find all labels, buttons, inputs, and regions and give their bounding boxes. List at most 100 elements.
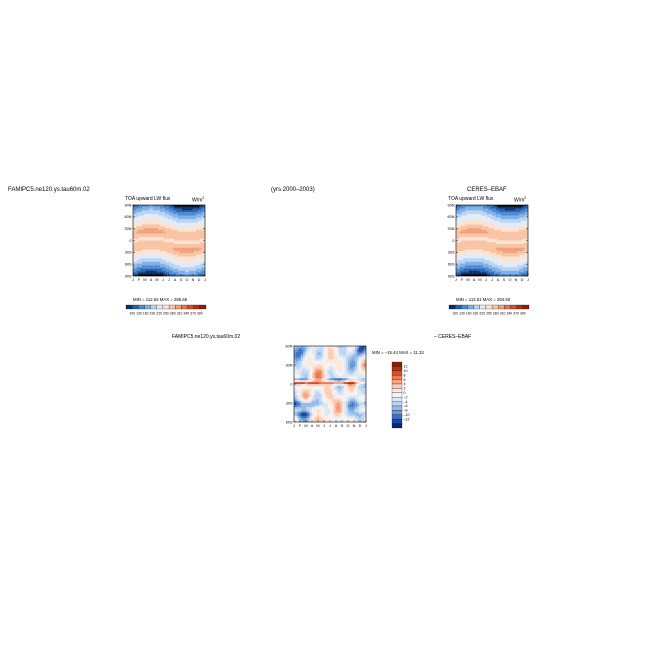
obs-cell [495,245,498,248]
model-cell [190,226,193,229]
diff-cell [313,349,316,352]
diff-cell [301,353,304,356]
obs-cell [515,260,518,262]
obs-cell [486,208,489,211]
obs-cell [456,247,458,250]
obs-cell [506,233,509,236]
diff-cell [306,349,309,352]
model-cell [158,265,161,268]
obs-cell [486,213,489,216]
obs-cell [461,252,464,255]
model-cell [145,238,148,241]
obs-cell [511,256,514,259]
model-cell [190,263,193,266]
model-cell [190,274,193,277]
obs-cell [519,249,521,252]
model-cell [201,205,204,207]
obs-cell [508,236,511,239]
diff-cell [357,393,359,396]
obs-cell [483,213,485,216]
diff-cell [333,414,336,417]
obs-cell [502,256,505,259]
obs-cell [477,233,480,236]
obs-cell [490,254,493,257]
model-colorbar: 100 130 160 190 220 250 280 310 340 370 390 [125,304,207,316]
model-cell [161,219,164,222]
obs-cell [517,235,520,238]
obs-cell [497,268,500,271]
diff-cell [297,370,300,373]
diff-cell [328,376,331,379]
diff-cell [330,365,332,368]
obs-colorbar-swatch [473,304,480,310]
diff-cell [353,363,356,366]
model-cell [161,272,164,275]
diff-cell [349,355,352,358]
diff-cell [362,406,365,409]
obs-cell [468,215,471,218]
obs-cell [479,252,482,255]
obs-cell [461,224,464,227]
diff-cell [324,412,327,415]
obs-cell [466,252,469,255]
model-cell [154,256,157,259]
model-cell [165,229,168,232]
model-cell [178,274,180,277]
diff-cell [346,382,349,385]
model-cell [194,256,197,259]
diff-cell [339,408,341,411]
model-cell [161,251,164,254]
model-cell [163,236,166,239]
diff-cell [364,370,367,373]
diff-cell [301,384,304,387]
obs-cell [513,235,516,238]
diff-cell [337,365,340,368]
model-cell [170,219,173,222]
obs-cell [517,260,520,262]
obs-cell [520,222,523,225]
obs-cell [481,226,484,229]
obs-cell [488,240,491,243]
diff-cell [294,384,296,387]
model-cell [181,251,184,254]
obs-cell [520,206,523,209]
model-cell [143,206,146,209]
model-cell [190,270,193,273]
obs-cell [459,208,462,211]
model-cell [176,229,179,232]
diff-cell [301,361,304,364]
model-cell [142,215,144,218]
diff-cell [295,380,298,383]
obs-cell [508,213,511,216]
diff-cell [346,355,349,358]
model-cell [133,267,135,270]
obs-cell [493,252,496,255]
model-cell [140,247,143,250]
diff-cell [337,370,340,373]
obs-cell [465,268,467,271]
diff-cell [317,414,320,417]
obs-ytick-label: 0 [452,239,454,243]
model-cell [203,263,206,266]
obs-cell [517,265,520,268]
diff-cell [353,365,356,368]
obs-cell [465,272,467,275]
model-cell [145,245,148,248]
model-cell [181,249,184,252]
model-cell [160,235,162,238]
obs-cell [483,238,485,241]
model-cell [174,244,177,246]
diff-cell [324,378,327,381]
diff-cell [333,372,336,375]
model-cell [188,244,191,246]
obs-cell [499,244,502,246]
obs-cell [463,274,466,277]
model-cell [134,233,137,236]
model-cell [169,217,171,220]
diff-cell [313,351,316,354]
obs-cell [477,228,480,230]
model-cell [167,236,170,239]
diff-cell [301,406,304,409]
obs-cell [457,242,460,245]
obs-cell [457,215,460,218]
